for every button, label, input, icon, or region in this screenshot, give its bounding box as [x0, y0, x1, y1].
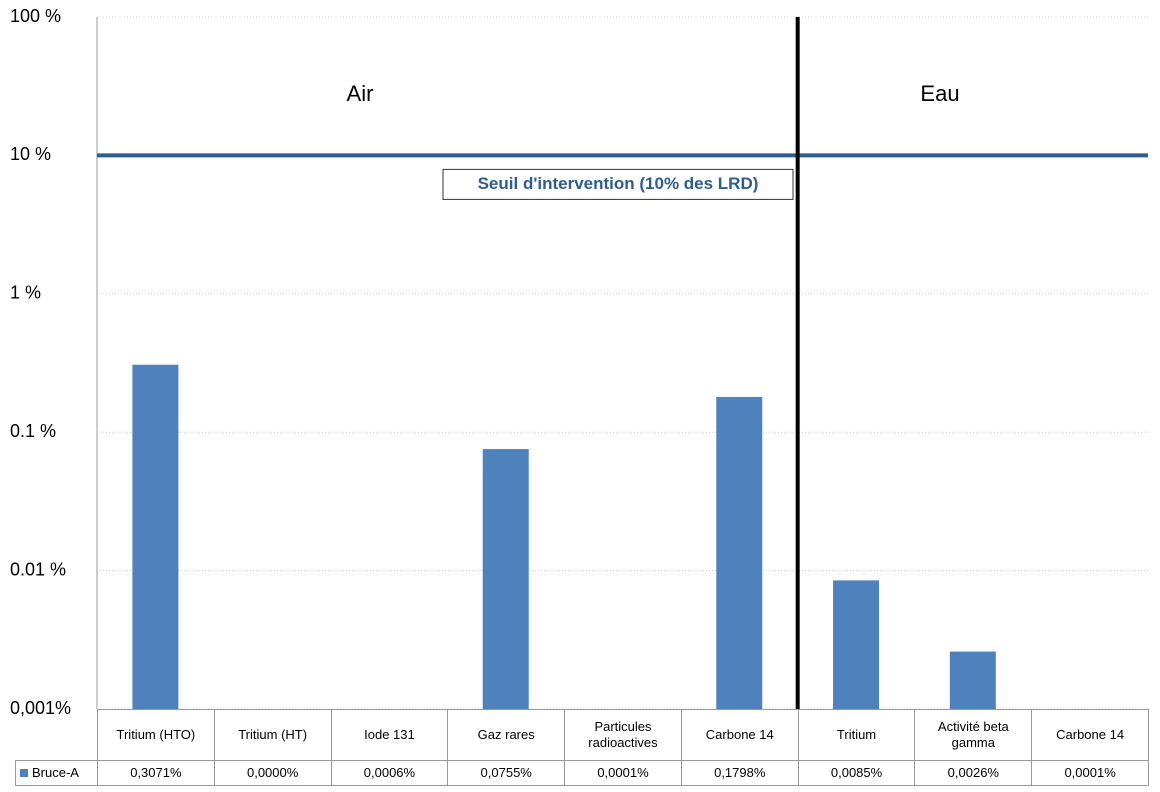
legend-label: Bruce-A	[32, 765, 79, 780]
y-tick-label: 0.01 %	[10, 559, 66, 579]
bar	[132, 364, 179, 709]
y-tick-label: 0.1 %	[10, 421, 56, 441]
value-label: 0,0001%	[1031, 760, 1149, 786]
category-label: Activité beta gamma	[914, 709, 1033, 761]
y-tick-label: 1 %	[10, 283, 41, 303]
bar	[833, 580, 880, 709]
bar	[949, 651, 996, 709]
bars	[132, 364, 996, 709]
category-label: Iode 131	[330, 709, 449, 761]
y-tick-label: 0,001%	[10, 698, 71, 718]
section-label: Eau	[920, 81, 959, 106]
section-label: Air	[347, 81, 374, 106]
value-label: 0,1798%	[680, 760, 799, 786]
category-label: Carbone 14	[1031, 709, 1149, 761]
value-label: 0,0755%	[447, 760, 566, 786]
category-label: Tritium	[797, 709, 916, 761]
bar	[716, 396, 763, 709]
category-label: Tritium (HT)	[213, 709, 332, 761]
y-tick-label: 100 %	[10, 6, 61, 26]
legend-swatch	[20, 769, 28, 777]
legend: Bruce-A	[15, 760, 98, 786]
category-label: Gaz rares	[447, 709, 566, 761]
value-label: 0,3071%	[97, 760, 215, 786]
value-label: 0,0006%	[330, 760, 449, 786]
threshold-label: Seuil d'intervention (10% des LRD)	[478, 174, 759, 193]
value-label: 0,0085%	[797, 760, 916, 786]
category-label: Tritium (HTO)	[97, 709, 215, 761]
value-label: 0,0026%	[914, 760, 1033, 786]
category-label: Carbone 14	[680, 709, 799, 761]
y-tick-label: 10 %	[10, 144, 51, 164]
value-label: 0,0001%	[564, 760, 682, 786]
value-label: 0,0000%	[213, 760, 332, 786]
annotation-box	[442, 168, 794, 200]
bar	[482, 449, 529, 709]
category-label: Particules radioactives	[564, 709, 682, 761]
